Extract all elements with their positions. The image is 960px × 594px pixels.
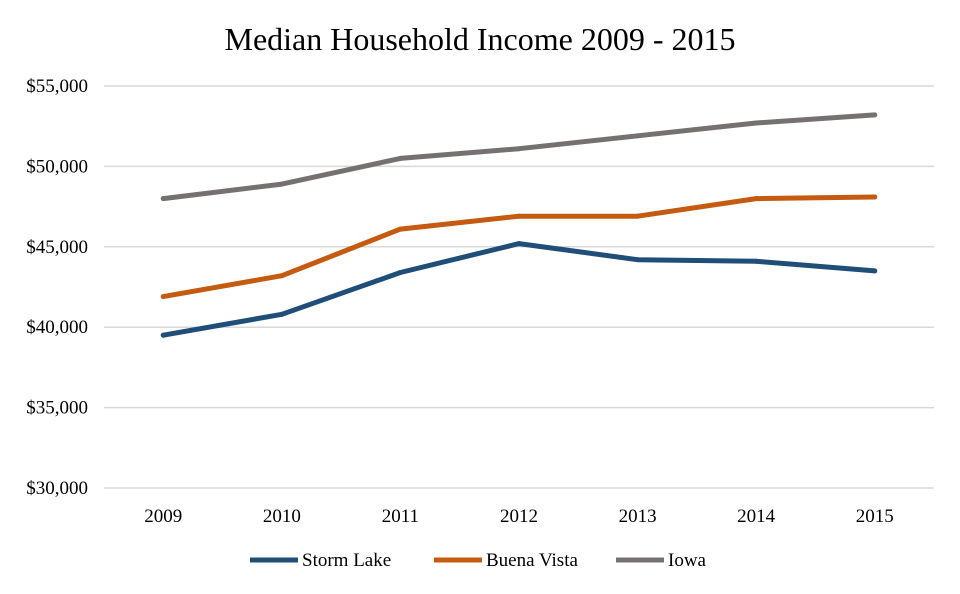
- data-point-iowa: [872, 112, 878, 118]
- legend-label-buena-vista: Buena Vista: [486, 550, 578, 571]
- x-tick-label: 2012: [500, 506, 538, 527]
- data-point-buena-vista: [397, 226, 403, 232]
- data-point-buena-vista: [635, 213, 641, 219]
- x-tick-label: 2013: [619, 506, 657, 527]
- data-point-buena-vista: [872, 194, 878, 200]
- x-tick-label: 2009: [144, 506, 182, 527]
- y-axis-ticks: $30,000 $35,000 $40,000 $45,000 $50,000 $55,0…: [26, 76, 88, 499]
- x-tick-label: 2015: [856, 506, 894, 527]
- y-tick-label: $55,000: [26, 76, 88, 97]
- y-tick-label: $45,000: [26, 237, 88, 258]
- x-tick-label: 2014: [737, 506, 776, 527]
- series-line-iowa: [160, 112, 878, 202]
- data-point-iowa: [279, 181, 285, 187]
- chart-title: Median Household Income 2009 - 2015: [224, 21, 735, 57]
- legend-label-iowa: Iowa: [668, 550, 707, 571]
- y-tick-label: $50,000: [26, 156, 88, 177]
- x-tick-label: 2010: [263, 506, 301, 527]
- data-point-storm-lake: [397, 270, 403, 276]
- gridlines: [104, 85, 934, 489]
- x-axis-ticks: 2009 2010 2011 2012 2013 2014 2015: [144, 506, 893, 527]
- data-point-storm-lake: [635, 257, 641, 263]
- data-point-storm-lake: [160, 332, 166, 338]
- y-tick-label: $40,000: [26, 317, 88, 338]
- data-point-iowa: [516, 146, 522, 152]
- data-point-storm-lake: [279, 311, 285, 317]
- x-tick-label: 2011: [382, 506, 419, 527]
- data-point-buena-vista: [160, 294, 166, 300]
- data-point-buena-vista: [279, 273, 285, 279]
- data-point-buena-vista: [753, 196, 759, 202]
- data-point-iowa: [753, 120, 759, 126]
- series-lines: [160, 112, 878, 338]
- data-point-iowa: [635, 133, 641, 139]
- legend-label-storm-lake: Storm Lake: [302, 550, 391, 571]
- series-line-storm-lake: [160, 241, 878, 338]
- data-point-iowa: [397, 155, 403, 161]
- legend: Storm Lake Buena Vista Iowa: [250, 550, 707, 571]
- data-point-iowa: [160, 196, 166, 202]
- data-point-storm-lake: [872, 268, 878, 274]
- data-point-storm-lake: [516, 241, 522, 247]
- y-tick-label: $35,000: [26, 398, 88, 419]
- data-point-storm-lake: [753, 258, 759, 264]
- y-tick-label: $30,000: [26, 478, 88, 499]
- data-point-buena-vista: [516, 213, 522, 219]
